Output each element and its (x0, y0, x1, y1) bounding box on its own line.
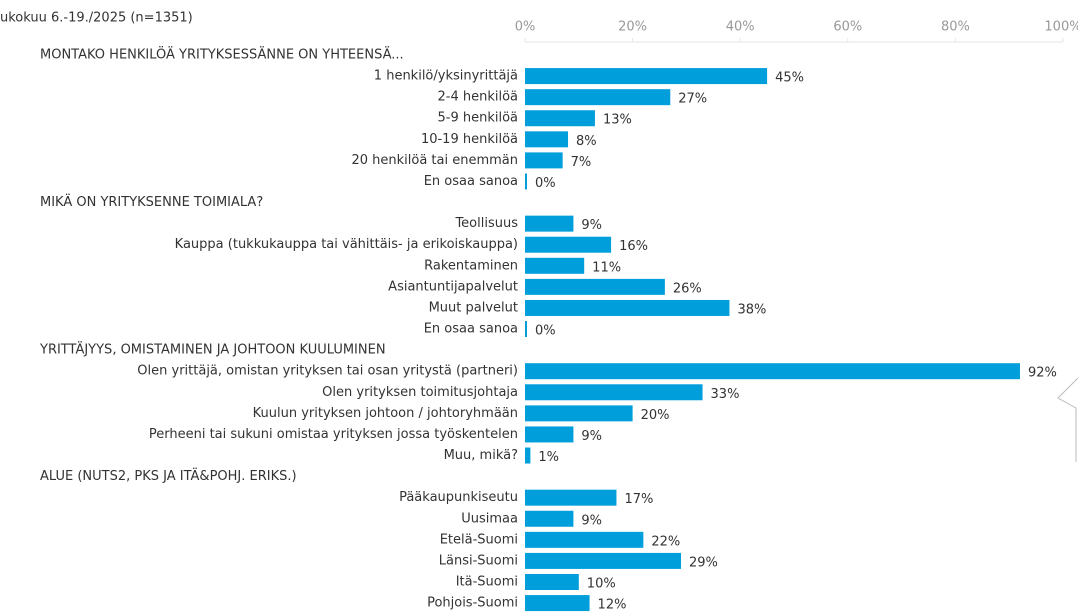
x-tick-label: 80% (941, 20, 970, 35)
bar (525, 321, 527, 338)
value-label: 11% (592, 260, 621, 275)
category-label: 5-9 henkilöä (437, 111, 518, 126)
value-label: 16% (619, 239, 648, 254)
bar (525, 426, 574, 443)
x-tick-label: 60% (833, 20, 862, 35)
value-label: 9% (581, 513, 602, 528)
bar (525, 405, 633, 422)
group-header: YRITTÄJYYS, OMISTAMINEN JA JOHTOON KUULU… (39, 342, 386, 358)
group-header: MIKÄ ON YRITYKSENNE TOIMIALA? (40, 194, 263, 210)
category-label: Rakentaminen (424, 258, 518, 273)
group-header: ALUE (NUTS2, PKS JA ITÄ&POHJ. ERIKS.) (40, 468, 297, 484)
x-tick-label: 100% (1044, 20, 1078, 35)
category-label: Pääkaupunkiseutu (399, 490, 518, 505)
bar (525, 574, 579, 590)
value-label: 10% (587, 577, 616, 592)
value-label: 38% (737, 302, 766, 317)
category-label: Uusimaa (461, 511, 518, 526)
bar (525, 236, 612, 253)
bar (525, 278, 665, 295)
category-label: 10-19 henkilöä (421, 132, 518, 147)
value-label: 45% (775, 71, 804, 86)
category-label: En osaa sanoa (424, 174, 518, 189)
category-label: Kauppa (tukkukauppa tai vähittäis- ja er… (175, 237, 518, 252)
bar (525, 595, 590, 612)
category-label: Länsi-Suomi (439, 553, 518, 568)
bar (525, 384, 703, 401)
category-label: 2-4 henkilöä (437, 90, 518, 105)
x-tick-label: 0% (515, 20, 536, 35)
category-label: Olen yrittäjä, omistan yrityksen tai osa… (137, 364, 518, 379)
callout-bubble (1057, 377, 1078, 462)
value-label: 1% (538, 450, 559, 465)
bar (525, 173, 527, 190)
bar (525, 68, 768, 85)
bar (525, 510, 574, 527)
bar (525, 531, 644, 548)
category-label: Perheeni tai sukuni omistaa yrityksen jo… (149, 427, 518, 442)
value-label: 27% (678, 92, 707, 107)
category-label: 1 henkilö/yksinyrittäjä (374, 69, 518, 84)
value-label: 92% (1028, 366, 1057, 381)
value-label: 13% (603, 113, 632, 128)
bar (525, 215, 574, 232)
value-label: 0% (535, 176, 556, 191)
category-label: Muu, mikä? (444, 448, 518, 463)
group-header: MONTAKO HENKILÖÄ YRITYKSESSÄNNE ON YHTEE… (40, 46, 404, 63)
bar (525, 489, 617, 506)
value-label: 29% (689, 555, 718, 570)
bar (525, 552, 682, 569)
category-label: En osaa sanoa (424, 322, 518, 337)
value-label: 7% (571, 155, 592, 170)
value-label: 26% (673, 281, 702, 296)
category-label: Muut palvelut (429, 300, 518, 315)
value-label: 0% (535, 324, 556, 339)
bar (525, 363, 1020, 380)
value-label: 8% (576, 134, 597, 149)
value-label: 9% (581, 218, 602, 233)
value-label: 17% (624, 492, 653, 507)
category-label: Etelä-Suomi (440, 532, 518, 547)
chart-subtitle: ukokuu 6.-19./2025 (n=1351) (0, 11, 193, 26)
category-label: Itä-Suomi (456, 575, 518, 590)
value-label: 33% (711, 387, 740, 402)
category-label: 20 henkilöä tai enemmän (351, 153, 518, 168)
bar (525, 152, 563, 169)
x-tick-label: 20% (618, 20, 647, 35)
category-label: Olen yrityksen toimitusjohtaja (322, 385, 518, 400)
value-label: 22% (651, 534, 680, 549)
category-label: Teollisuus (454, 216, 518, 231)
bar (525, 131, 569, 148)
category-label: Asiantuntijapalvelut (388, 279, 518, 294)
category-label: Pohjois-Suomi (427, 596, 518, 611)
value-label: 20% (641, 408, 670, 423)
bar (525, 447, 531, 464)
value-label: 12% (598, 598, 627, 612)
bar (525, 110, 595, 127)
x-tick-label: 40% (726, 20, 755, 35)
bar (525, 89, 671, 106)
value-label: 9% (581, 429, 602, 444)
bar (525, 257, 585, 274)
bar (525, 299, 730, 316)
category-label: Kuulun yrityksen johtoon / johtoryhmään (253, 406, 518, 421)
